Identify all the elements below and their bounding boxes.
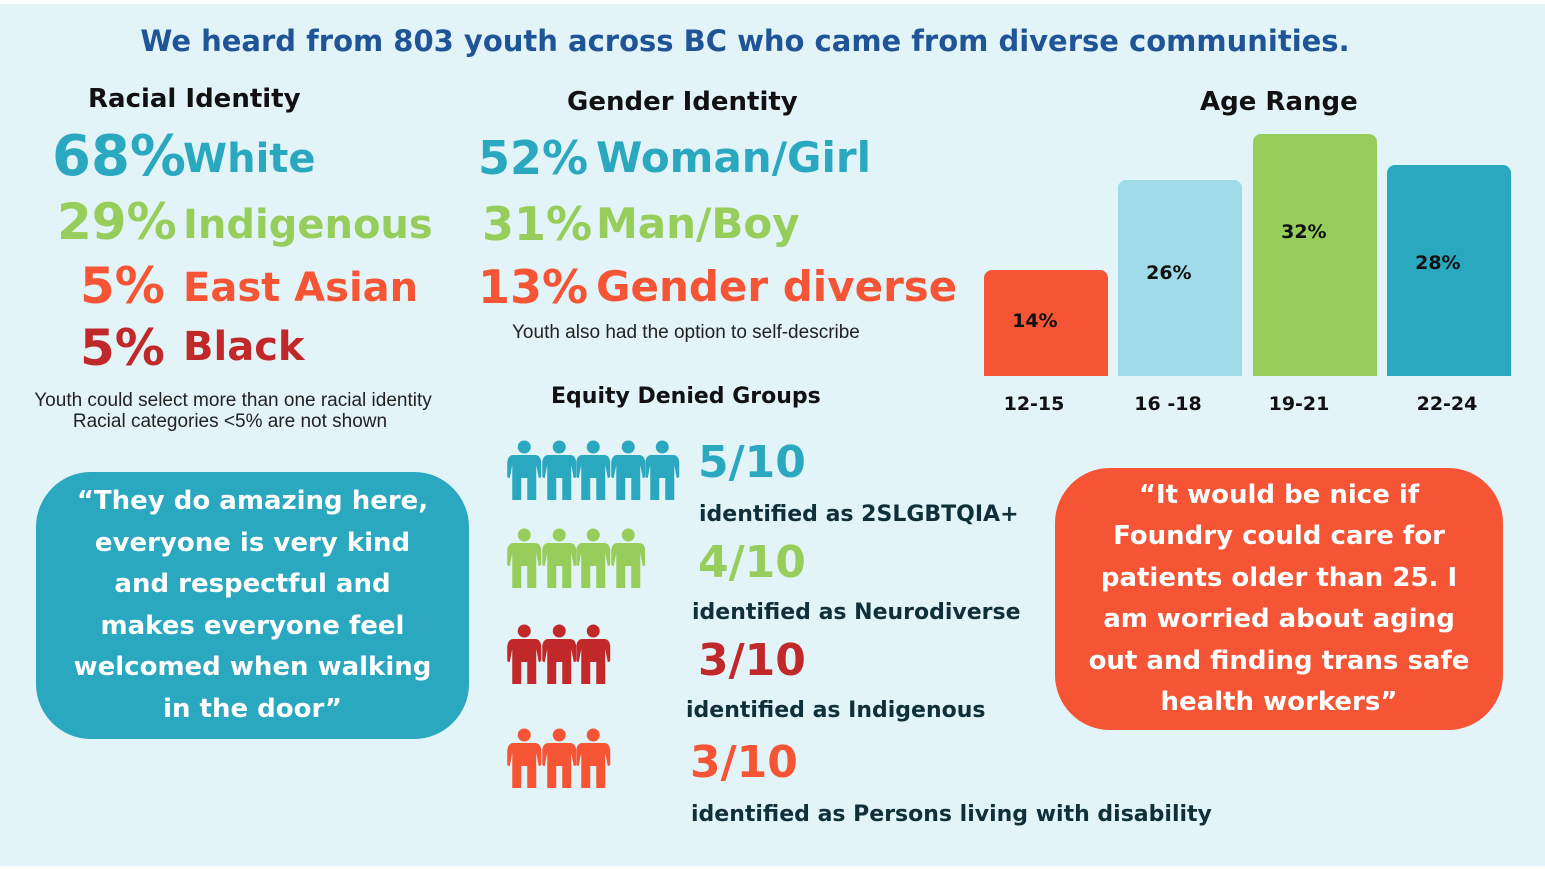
- gender-label: Man/Boy: [596, 199, 800, 248]
- person-icon-row: [507, 440, 680, 501]
- age-category-label: 16 -18: [1134, 393, 1202, 415]
- gender-pct: 13%: [478, 260, 589, 314]
- age-bar-22-24: [1387, 164, 1511, 376]
- gender-pct: 31%: [482, 197, 593, 251]
- equity-fraction: 4/10: [698, 537, 806, 588]
- person-icon: [541, 440, 576, 500]
- equity-label: identified as Neurodiverse: [692, 600, 1021, 625]
- quote-text-right: “It would be nice if Foundry could care …: [1088, 479, 1470, 718]
- person-icon: [576, 528, 611, 588]
- quote-bubble-right: “It would be nice if Foundry could care …: [1055, 468, 1503, 730]
- gender-note: Youth also had the option to self-descri…: [512, 322, 860, 343]
- racial-note-2: Racial categories <5% are not shown: [72, 411, 388, 432]
- person-icon: [576, 624, 611, 684]
- gender-label: Gender diverse: [596, 262, 958, 311]
- person-icon: [507, 528, 542, 588]
- gender-pct: 52%: [478, 131, 589, 185]
- equity-label: identified as Indigenous: [686, 698, 986, 723]
- gender-label: Woman/Girl: [596, 133, 872, 182]
- equity-fraction: 5/10: [698, 437, 806, 488]
- person-icon: [576, 440, 611, 500]
- age-bar-16-18: [1118, 179, 1242, 376]
- page-title: We heard from 803 youth across BC who ca…: [140, 24, 1350, 58]
- racial-pct: 5%: [80, 319, 165, 377]
- racial-identity-heading: Racial Identity: [88, 84, 301, 114]
- person-icon: [507, 728, 542, 788]
- person-icon: [541, 528, 576, 588]
- quote-text-left: “They do amazing here, everyone is very …: [73, 486, 432, 724]
- age-category-label: 19-21: [1268, 393, 1330, 415]
- equity-fraction: 3/10: [698, 635, 806, 686]
- racial-label: East Asian: [183, 265, 419, 311]
- quote-bubble-left: “They do amazing here, everyone is very …: [36, 472, 469, 739]
- racial-note-1: Youth could select more than one racial …: [34, 390, 432, 411]
- age-bar-value: 28%: [1415, 251, 1461, 274]
- person-icon: [541, 728, 576, 788]
- age-bar-value: 32%: [1281, 221, 1327, 244]
- age-category-label: 22-24: [1416, 393, 1478, 415]
- person-icon: [541, 624, 576, 684]
- person-icon-row: [507, 728, 611, 789]
- racial-label: White: [183, 136, 316, 182]
- racial-pct: 5%: [80, 257, 165, 315]
- racial-pct: 29%: [57, 193, 177, 251]
- person-icon: [610, 440, 645, 500]
- age-bar-value: 14%: [1012, 310, 1058, 333]
- age-bar-value: 26%: [1146, 261, 1192, 284]
- person-icon: [610, 528, 645, 588]
- person-icon-row: [507, 528, 645, 589]
- equity-heading: Equity Denied Groups: [551, 384, 821, 409]
- age-category-label: 12-15: [1003, 393, 1065, 415]
- age-range-heading: Age Range: [1200, 87, 1358, 117]
- person-icon: [645, 440, 680, 500]
- person-icon: [507, 440, 542, 500]
- racial-pct: 68%: [52, 124, 187, 189]
- equity-label: identified as Persons living with disabi…: [691, 802, 1212, 827]
- racial-label: Indigenous: [183, 202, 433, 248]
- racial-label: Black: [183, 324, 305, 370]
- equity-label: identified as 2SLGBTQIA+: [699, 502, 1019, 527]
- person-icon: [576, 728, 611, 788]
- age-bar-12-15: [984, 270, 1108, 376]
- person-icon-row: [507, 624, 611, 685]
- equity-fraction: 3/10: [690, 737, 798, 788]
- age-bar-19-21: [1253, 134, 1377, 376]
- gender-identity-heading: Gender Identity: [567, 87, 798, 117]
- person-icon: [507, 624, 542, 684]
